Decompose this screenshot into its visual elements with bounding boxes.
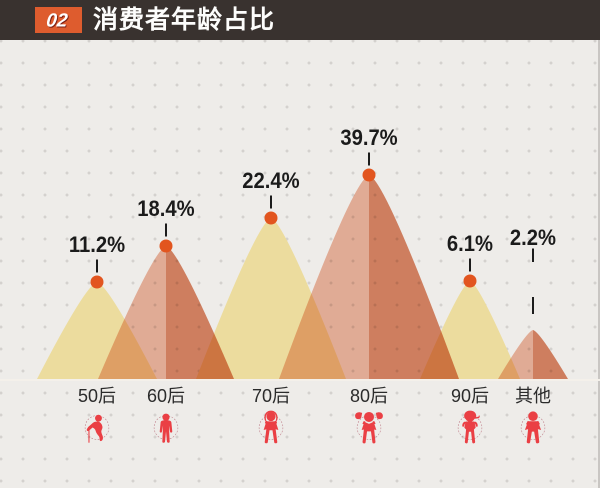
svg-text:39.7%: 39.7% [340,126,398,150]
svg-text:11.2%: 11.2% [69,233,125,257]
svg-text:18.4%: 18.4% [137,197,195,221]
svg-text:2.2%: 2.2% [510,226,556,250]
svg-text:90后: 90后 [451,386,489,406]
svg-text:6.1%: 6.1% [447,232,493,256]
svg-text:70后: 70后 [252,386,290,406]
svg-text:80后: 80后 [350,386,388,406]
svg-text:其他: 其他 [515,386,551,406]
svg-text:50后: 50后 [78,386,116,406]
svg-text:60后: 60后 [147,386,185,406]
svg-text:22.4%: 22.4% [242,169,300,193]
